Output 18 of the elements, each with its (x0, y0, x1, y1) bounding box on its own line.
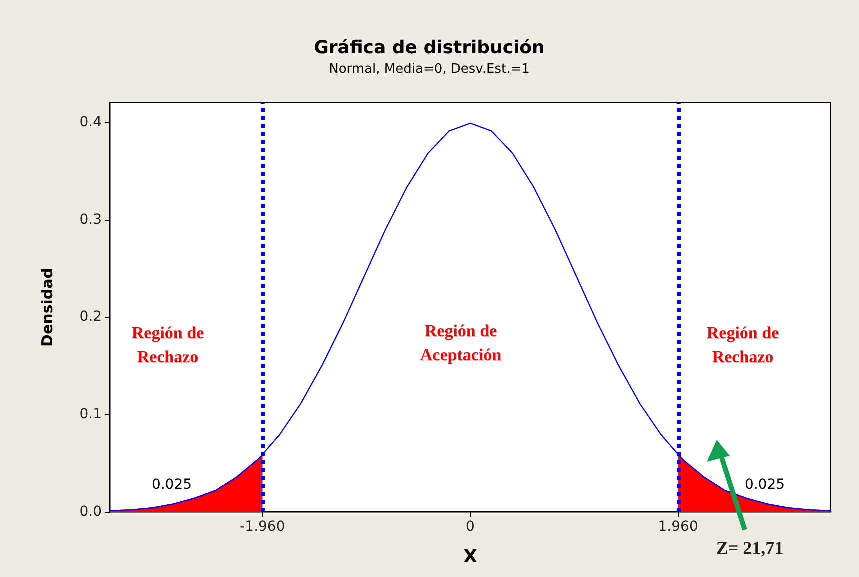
x-axis-title: X (464, 546, 478, 568)
x-tick-label: -1.960 (240, 519, 286, 535)
y-tick-label: 0.0 (80, 504, 102, 520)
annotation: Región de Rechazo (706, 324, 780, 366)
annotation: 0.025 (152, 477, 192, 493)
y-tick-label: 0.3 (80, 212, 102, 228)
annotation: Región de Rechazo (132, 324, 205, 366)
x-tick-label: 0 (466, 519, 475, 535)
annotation: Región de Aceptación (420, 322, 502, 364)
x-tick-label: 1.960 (658, 519, 698, 535)
y-tick-label: 0.4 (80, 114, 102, 130)
chart-title: Gráfica de distribución (314, 38, 545, 58)
y-tick-label: 0.2 (80, 309, 102, 326)
annotation: 0.025 (744, 477, 786, 493)
y-tick-label: 0.1 (80, 406, 102, 423)
text: Z= 21,71 (716, 538, 784, 558)
y-axis-title: Densidad (38, 268, 56, 347)
chart-subtitle: Normal, Media=0, Desv.Est.=1 (329, 62, 530, 77)
